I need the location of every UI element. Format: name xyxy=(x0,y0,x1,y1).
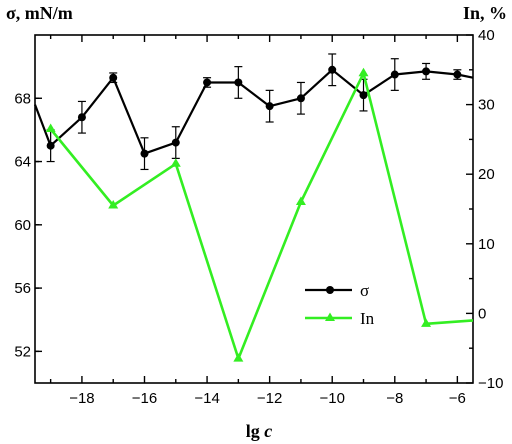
data-point xyxy=(203,78,212,87)
y-right-tick-label: 0 xyxy=(478,305,486,322)
y-left-tick-label: 60 xyxy=(14,217,31,234)
y-left-tick-label: 68 xyxy=(14,90,31,107)
left-axis-title: σ, mN/m xyxy=(6,3,73,23)
data-point xyxy=(45,123,56,132)
data-point xyxy=(77,113,86,122)
data-point xyxy=(108,200,119,209)
y-left-tick-label: 52 xyxy=(14,343,31,360)
data-point xyxy=(233,353,244,362)
axes: −18 −16 −14 −12 −10 −8 −6 52 56 60 64 68 −10 0 10 20 30 4… xyxy=(14,27,503,407)
data-point xyxy=(265,102,274,111)
data-point xyxy=(421,318,432,327)
y-right-tick-label: 20 xyxy=(478,166,495,183)
data-point xyxy=(359,91,368,100)
data-point xyxy=(453,70,462,79)
x-tick-label: −14 xyxy=(194,390,219,407)
data-point xyxy=(296,94,305,103)
data-point xyxy=(328,65,337,74)
series-in xyxy=(45,67,474,362)
y-right-tick-label: −10 xyxy=(478,375,503,392)
data-point xyxy=(234,78,243,87)
legend: σ In xyxy=(305,281,375,328)
x-tick-label: −12 xyxy=(257,390,282,407)
x-axis-title-main: lg xyxy=(246,421,265,441)
data-point xyxy=(109,73,118,82)
x-tick-label: −10 xyxy=(319,390,344,407)
data-point xyxy=(422,67,431,76)
data-point xyxy=(140,149,149,158)
y-left-tick-label: 56 xyxy=(14,280,31,297)
y-right-tick-label: 40 xyxy=(478,27,495,44)
legend-marker-sigma xyxy=(326,286,334,294)
right-axis-title: In, % xyxy=(463,3,507,23)
y-right-tick-label: 10 xyxy=(478,236,495,253)
legend-label-sigma: σ xyxy=(360,281,369,300)
x-axis-title-italic: c xyxy=(264,421,272,441)
y-right-tick-label: 30 xyxy=(478,97,495,114)
series-layer xyxy=(33,53,474,362)
series-sigma xyxy=(33,53,474,171)
y-left-tick-label: 64 xyxy=(14,154,31,171)
x-axis-title: lg c xyxy=(246,421,273,441)
legend-marker-in xyxy=(325,312,335,321)
legend-label-in: In xyxy=(360,309,375,328)
x-tick-label: −16 xyxy=(132,390,157,407)
x-tick-label: −18 xyxy=(69,390,94,407)
data-point xyxy=(170,158,181,167)
x-tick-label: −8 xyxy=(386,390,403,407)
data-point xyxy=(390,70,399,79)
data-point xyxy=(171,138,180,147)
x-tick-label: −6 xyxy=(449,390,466,407)
data-point xyxy=(46,141,55,150)
series-line xyxy=(49,72,474,360)
data-point xyxy=(295,196,306,206)
series-line xyxy=(33,68,474,155)
data-point xyxy=(358,67,369,77)
